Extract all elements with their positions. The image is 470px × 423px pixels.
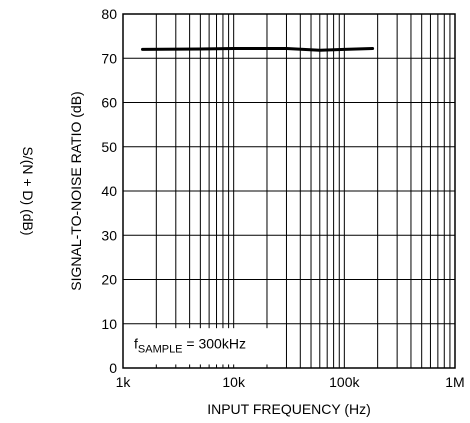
y-tick-label: 80 — [101, 6, 117, 22]
y-tick-label: 70 — [101, 50, 117, 66]
x-tick-label: 100k — [329, 374, 360, 390]
x-tick-labels: 1k 10k 100k 1M — [116, 374, 465, 390]
y-axis-label: SIGNAL-TO-NOISE RATIO (dB) — [68, 91, 84, 290]
x-tick-label: 1k — [116, 374, 132, 390]
sample-rate-annotation: fSAMPLE = 300kHz — [134, 336, 246, 356]
y-tick-label: 30 — [101, 227, 117, 243]
annotation-main: f — [134, 336, 138, 352]
annotation-background — [130, 328, 276, 365]
y-tick-labels: 0 10 20 30 40 50 60 70 80 — [101, 6, 117, 376]
grid — [123, 14, 455, 368]
snr-series-line — [141, 47, 375, 52]
y-tick-label: 50 — [101, 139, 117, 155]
y-tick-label: 10 — [101, 316, 117, 332]
y-tick-label: 0 — [109, 360, 117, 376]
plot-frame — [122, 13, 456, 369]
y-tick-label: 60 — [101, 95, 117, 111]
x-tick-label: 1M — [445, 374, 464, 390]
y-tick-label: 40 — [101, 183, 117, 199]
annotation-subscript: SAMPLE — [138, 344, 183, 356]
x-axis-label: INPUT FREQUENCY (Hz) — [207, 401, 371, 417]
annotation-rest: = 300kHz — [183, 336, 246, 352]
y-axis-label-secondary: S/(N + D) (dB) — [20, 146, 36, 235]
y-tick-label: 20 — [101, 272, 117, 288]
series-layer — [141, 47, 375, 52]
x-tick-label: 10k — [222, 374, 246, 390]
